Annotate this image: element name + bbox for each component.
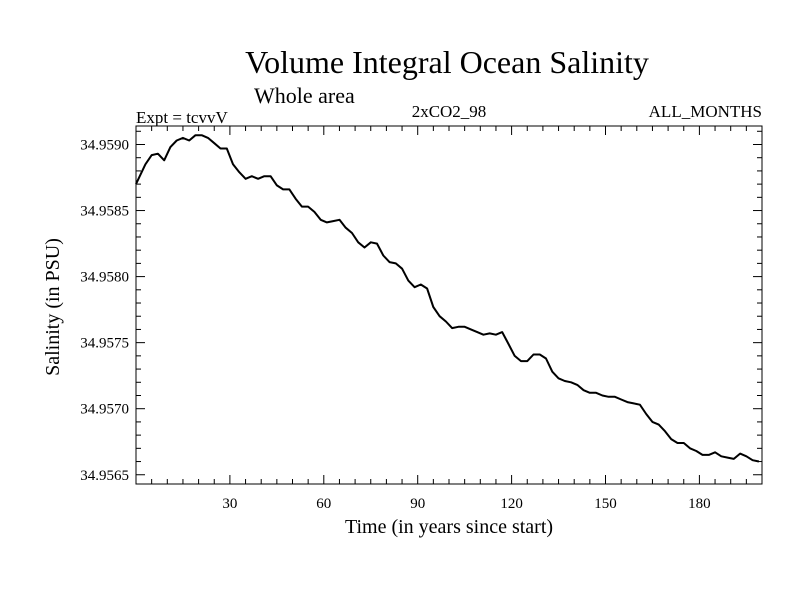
y-tick-label: 34.9565 xyxy=(80,468,129,484)
experiment-label: Expt = tcvvV xyxy=(136,108,228,127)
y-tick-label: 34.9585 xyxy=(80,204,129,220)
plot-frame xyxy=(135,125,763,485)
x-tick-label: 120 xyxy=(500,496,523,512)
axis-tick-labels: 30 60 90 120 150 180 34.9565 34.9570 34.9575 34.9… xyxy=(80,137,710,512)
y-tick-label: 34.9590 xyxy=(80,137,129,153)
chart-subtitle: Whole area xyxy=(254,83,355,108)
y-tick-label: 34.9570 xyxy=(80,402,129,418)
x-tick-label: 150 xyxy=(594,496,617,512)
x-tick-label: 60 xyxy=(316,496,331,512)
salinity-series-line xyxy=(135,134,760,463)
y-tick-label: 34.9575 xyxy=(80,336,129,352)
period-label: ALL_MONTHS xyxy=(649,102,762,121)
x-tick-label: 180 xyxy=(688,496,711,512)
x-axis-label: Time (in years since start) xyxy=(345,516,553,538)
run-label: 2xCO2_98 xyxy=(412,102,487,121)
axis-ticks xyxy=(136,126,762,484)
chart-title: Volume Integral Ocean Salinity xyxy=(245,44,649,80)
y-tick-label: 34.9580 xyxy=(80,270,129,286)
x-tick-label: 90 xyxy=(410,496,425,512)
y-axis-label: Salinity (in PSU) xyxy=(42,238,64,376)
x-tick-label: 30 xyxy=(222,496,237,512)
